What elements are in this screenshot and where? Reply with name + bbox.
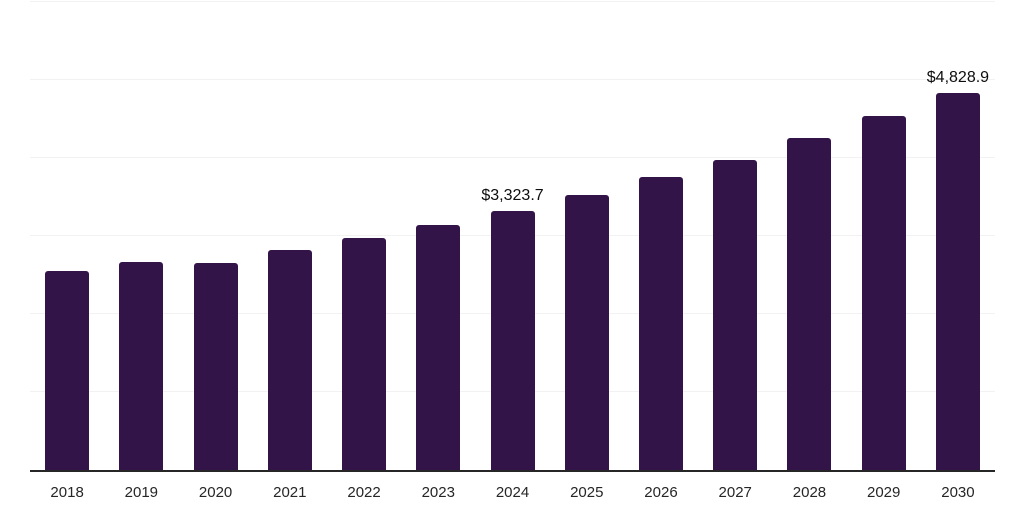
- bar-slot-2020: [178, 2, 252, 470]
- bar-2018: [45, 271, 90, 470]
- plot-area: $3,323.7 $4,828.9: [30, 1, 995, 472]
- bar-slot-2024: $3,323.7: [475, 2, 549, 470]
- bar-slot-2027: [698, 2, 772, 470]
- x-tick-2028: 2028: [792, 484, 827, 501]
- x-tick-2023: 2023: [421, 484, 455, 501]
- bar-2021: [267, 249, 312, 470]
- gridline-5000: [30, 79, 995, 80]
- bar-slot-2022: [327, 2, 401, 470]
- bar-2019: [119, 261, 164, 470]
- bar-slot-2018: [30, 2, 104, 470]
- x-tick-2026: 2026: [644, 484, 678, 501]
- x-tick-2024: 2024: [495, 484, 530, 501]
- x-tick-2022: 2022: [347, 484, 381, 501]
- bar-slot-2026: [624, 2, 698, 470]
- bar-2024: [490, 210, 535, 470]
- x-tick-2021: 2021: [273, 484, 307, 501]
- bars-container: $3,323.7 $4,828.9: [30, 2, 995, 470]
- bar-slot-2029: [847, 2, 921, 470]
- x-tick-2025: 2025: [570, 484, 604, 501]
- gridline-6000: [30, 1, 995, 2]
- bar-slot-2028: [772, 2, 846, 470]
- bar-2025: [564, 194, 609, 470]
- bar-2029: [861, 116, 906, 470]
- bar-slot-2023: [401, 2, 475, 470]
- bar-2022: [342, 238, 387, 470]
- gridline-4000: [30, 157, 995, 159]
- x-axis-labels: 2018 2019 2020 2021 2022 2023 2024 2025 2026 2027…: [30, 484, 995, 502]
- bar-value-label-2030: $4,828.9: [926, 69, 990, 87]
- bar-2020: [193, 263, 238, 470]
- x-tick-2019: 2019: [124, 484, 159, 501]
- bar-2026: [638, 177, 683, 470]
- bar-slot-2019: [104, 2, 178, 470]
- x-tick-2020: 2020: [198, 484, 233, 501]
- bar-slot-2021: [253, 2, 327, 470]
- bar-value-label-2024: $3,323.7: [481, 186, 544, 204]
- bar-slot-2025: [550, 2, 624, 470]
- bar-2027: [713, 160, 758, 470]
- x-tick-2027: 2027: [718, 484, 752, 501]
- x-tick-2030: 2030: [941, 484, 975, 501]
- bar-2023: [416, 225, 461, 470]
- x-tick-2018: 2018: [50, 484, 84, 501]
- bar-slot-2030: $4,828.9: [921, 2, 995, 470]
- bar-2030: [935, 93, 980, 470]
- x-tick-2029: 2029: [867, 484, 901, 501]
- bar-2028: [787, 138, 832, 470]
